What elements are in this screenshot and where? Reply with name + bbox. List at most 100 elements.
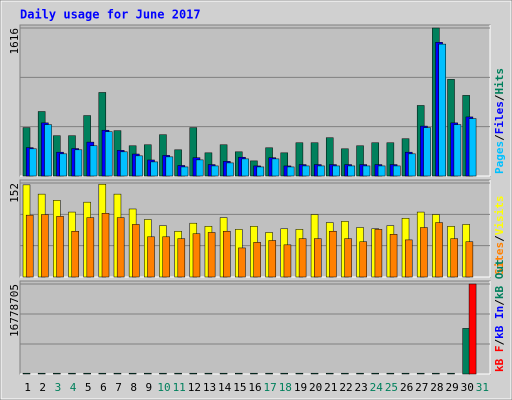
bar bbox=[189, 372, 198, 375]
bar bbox=[29, 148, 37, 177]
bar bbox=[462, 328, 470, 375]
bar bbox=[347, 165, 356, 177]
legend-separator: / bbox=[493, 94, 506, 101]
x-tick-label: 5 bbox=[85, 381, 92, 394]
legend-separator: / bbox=[493, 235, 506, 242]
bar bbox=[223, 230, 231, 278]
bar bbox=[22, 372, 31, 375]
x-tick-label: 29 bbox=[445, 381, 458, 394]
chart-title: Daily usage for June 2017 bbox=[20, 8, 201, 22]
bar bbox=[341, 372, 349, 375]
bar bbox=[238, 247, 246, 278]
x-tick-label: 19 bbox=[294, 381, 307, 394]
x-tick-label: 31 bbox=[476, 381, 489, 394]
x-tick-label: 16 bbox=[248, 381, 261, 394]
bar bbox=[265, 372, 273, 375]
bar bbox=[147, 236, 155, 278]
bar bbox=[211, 165, 219, 177]
x-tick-label: 14 bbox=[218, 381, 232, 394]
plot-area bbox=[19, 280, 491, 375]
x-tick-label: 21 bbox=[324, 381, 337, 394]
legend: kB F/kB In/kB Out bbox=[493, 259, 506, 372]
bar bbox=[256, 166, 265, 177]
bar bbox=[317, 165, 325, 177]
x-tick-label: 27 bbox=[415, 381, 428, 394]
bar bbox=[344, 238, 352, 278]
bar bbox=[74, 149, 83, 177]
bar bbox=[401, 372, 410, 375]
bar bbox=[359, 241, 367, 278]
bar bbox=[37, 372, 46, 375]
bar bbox=[71, 230, 79, 278]
bar bbox=[44, 124, 52, 177]
bar bbox=[104, 131, 113, 177]
bar bbox=[332, 165, 340, 177]
bar bbox=[329, 230, 337, 278]
bar bbox=[83, 372, 91, 375]
bar bbox=[447, 372, 455, 375]
x-tick-label: 24 bbox=[370, 381, 384, 394]
legend-separator: / bbox=[493, 134, 506, 141]
x-tick-label: 3 bbox=[55, 381, 62, 394]
plot-area bbox=[19, 24, 491, 177]
x-tick-label: 28 bbox=[430, 381, 443, 394]
x-tick-label: 7 bbox=[115, 381, 122, 394]
bar bbox=[325, 372, 334, 375]
bar bbox=[295, 372, 304, 375]
legend-entry: Pages bbox=[493, 141, 506, 174]
legend: Sites/Visits bbox=[493, 196, 506, 276]
bar bbox=[314, 238, 322, 278]
bar bbox=[207, 232, 216, 278]
bar bbox=[195, 159, 204, 177]
legend-entry: Hits bbox=[493, 68, 506, 95]
x-tick-label: 10 bbox=[157, 381, 170, 394]
bar bbox=[268, 240, 277, 278]
x-tick-label: 11 bbox=[173, 381, 186, 394]
legend-entry: kB Out bbox=[493, 259, 506, 299]
x-tick-label: 1 bbox=[24, 381, 31, 394]
bar bbox=[371, 372, 379, 375]
bar bbox=[162, 236, 170, 278]
bar bbox=[204, 372, 213, 375]
bar bbox=[404, 239, 413, 278]
bar bbox=[253, 242, 261, 278]
bar bbox=[150, 161, 158, 177]
bar bbox=[468, 283, 477, 375]
bar bbox=[450, 238, 458, 278]
bar bbox=[180, 166, 189, 177]
bar bbox=[280, 372, 288, 375]
bar bbox=[362, 165, 371, 177]
legend-entry: kB In bbox=[493, 306, 506, 339]
bar bbox=[386, 372, 395, 375]
bar bbox=[408, 153, 416, 177]
bar bbox=[377, 165, 386, 177]
bar bbox=[235, 372, 243, 375]
y-tick-label: 152 bbox=[8, 183, 21, 203]
bar bbox=[159, 372, 167, 375]
bar bbox=[132, 224, 140, 278]
x-tick-label: 22 bbox=[339, 381, 352, 394]
bar bbox=[468, 118, 477, 177]
bar bbox=[174, 372, 182, 375]
bar bbox=[219, 372, 228, 375]
x-tick-label: 4 bbox=[70, 381, 77, 394]
bar bbox=[89, 145, 98, 177]
bar bbox=[435, 222, 443, 278]
bar bbox=[120, 151, 128, 177]
bar bbox=[241, 158, 249, 177]
bar bbox=[101, 213, 110, 278]
legend-entry: Visits bbox=[493, 196, 506, 236]
bar bbox=[389, 234, 398, 278]
bar bbox=[226, 162, 234, 177]
bar bbox=[68, 372, 76, 375]
bar bbox=[53, 372, 61, 375]
bar bbox=[453, 124, 462, 177]
bar bbox=[420, 227, 428, 278]
x-tick-label: 17 bbox=[264, 381, 277, 394]
bar bbox=[438, 43, 447, 177]
bar bbox=[135, 155, 143, 177]
x-tick-label: 26 bbox=[400, 381, 413, 394]
bar bbox=[310, 372, 319, 375]
